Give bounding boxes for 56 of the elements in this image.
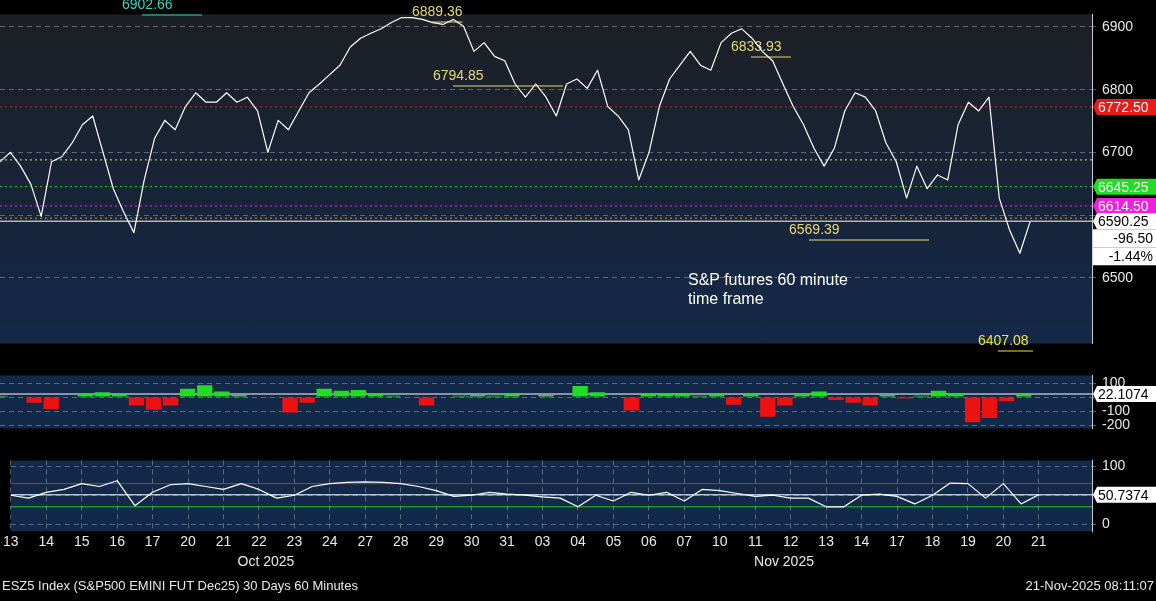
x-tick-label: 14 xyxy=(38,533,55,550)
y-tick-label: 6800 xyxy=(1102,80,1134,97)
ref-line-label: 22.1074 xyxy=(1098,385,1149,402)
x-tick-label: 20 xyxy=(995,533,1012,550)
x-tick-label: 23 xyxy=(286,533,303,550)
x-tick-label: 18 xyxy=(924,533,941,550)
annotation: 6794.85 xyxy=(433,66,484,83)
text: ESZ5 Index (S&P500 EMINI FUT Dec25) 30 Days 60 Minutes xyxy=(2,578,358,593)
text: -1.44% xyxy=(1108,248,1153,265)
text: 21-Nov-2025 08:11:07 xyxy=(1025,578,1154,593)
ref-line-label: 50.7374 xyxy=(1098,486,1149,503)
x-tick-label: 04 xyxy=(570,533,586,550)
x-tick-label: 05 xyxy=(605,533,622,550)
y-tick-label: -200 xyxy=(1102,415,1131,432)
x-tick-label: 21 xyxy=(1031,533,1047,550)
x-tick-label: 22 xyxy=(251,533,267,550)
ref-line-label: 6590.25 xyxy=(1098,213,1149,230)
y-tick-label: 6500 xyxy=(1102,268,1134,285)
annotation: S&P futures 60 minute time frame xyxy=(688,271,848,307)
x-tick-label: 29 xyxy=(428,533,445,550)
x-tick-label: 27 xyxy=(357,533,374,550)
x-tick-label: 15 xyxy=(73,533,90,550)
text: -96.50 xyxy=(1113,230,1154,247)
ref-line-label: 6645.25 xyxy=(1098,178,1149,195)
x-tick-label: 03 xyxy=(534,533,551,550)
y-tick-label: 100 xyxy=(1102,457,1126,474)
x-tick-label: 13 xyxy=(818,533,835,550)
x-tick-label: 12 xyxy=(782,533,799,550)
x-tick-label: 30 xyxy=(463,533,480,550)
x-tick-label: 19 xyxy=(960,533,976,550)
y-tick-label: 0 xyxy=(1102,515,1110,532)
text: Oct 2025 xyxy=(237,553,295,570)
annotation: 6569.39 xyxy=(789,220,840,237)
x-tick-label: 11 xyxy=(747,533,763,550)
x-tick-label: 13 xyxy=(3,533,19,550)
x-tick-label: 14 xyxy=(853,533,870,550)
x-tick-label: 24 xyxy=(322,533,338,550)
x-tick-label: 06 xyxy=(641,533,657,550)
text: 6902.66 xyxy=(122,0,173,12)
x-tick-label: 16 xyxy=(109,533,126,550)
ref-line-label: 6614.50 xyxy=(1098,197,1149,214)
annotation: 6889.36 xyxy=(412,2,463,19)
x-tick-label: 17 xyxy=(889,533,906,550)
x-tick-label: 20 xyxy=(180,533,197,550)
x-tick-label: 07 xyxy=(676,533,693,550)
text: Nov 2025 xyxy=(754,553,815,570)
ref-line-label: 6772.50 xyxy=(1098,98,1149,115)
x-tick-label: 17 xyxy=(144,533,161,550)
x-tick-label: 10 xyxy=(711,533,728,550)
x-tick-label: 28 xyxy=(392,533,409,550)
annotation: 6407.08 xyxy=(978,331,1029,348)
x-tick-label: 21 xyxy=(215,533,232,550)
y-tick-label: 6900 xyxy=(1102,17,1134,34)
x-tick-label: 31 xyxy=(499,533,516,550)
y-tick-label: 6700 xyxy=(1102,143,1134,160)
y-tick-label: -100 xyxy=(1102,401,1131,418)
